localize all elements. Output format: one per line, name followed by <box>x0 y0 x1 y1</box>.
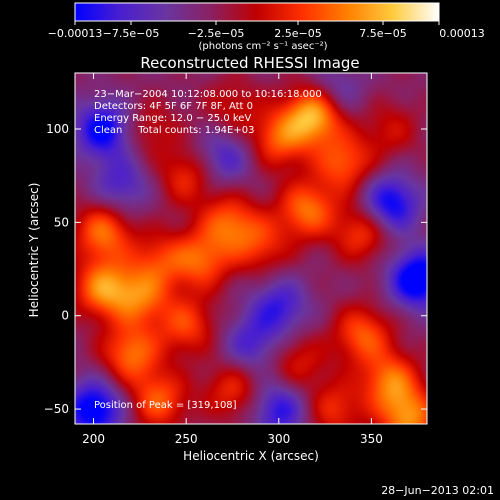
y-tick-label: −50 <box>44 402 69 416</box>
footer-date: 28−Jun−2013 02:01 <box>381 484 494 497</box>
peak-position-label: Position of Peak = [319,108] <box>94 400 237 411</box>
plot-frame <box>74 72 428 425</box>
annotation-detectors: Detectors: 4F 5F 6F 7F 8F, Att 0 <box>94 101 253 112</box>
x-axis-label: Heliocentric X (arcsec) <box>183 449 319 463</box>
heatmap-area <box>75 73 427 424</box>
chart-title: Reconstructed RHESSI Image <box>140 54 359 72</box>
colorbar-tick-label: −2.5e−05 <box>188 27 245 40</box>
annotation-energy: Energy Range: 12.0 − 25.0 keV <box>94 113 251 124</box>
axis-ticks: 200 250 300 350 −50 0 50 100 <box>44 73 427 446</box>
colorbar-ticks <box>74 21 440 25</box>
x-tick-label: 250 <box>175 432 198 446</box>
y-axis-label: Heliocentric Y (arcsec) <box>27 183 41 318</box>
colorbar-gradient <box>75 3 439 21</box>
colorbar-tick-label: −7.5e−05 <box>103 27 160 40</box>
colorbar: −0.00013 −7.5e−05 −2.5e−05 2.5e−05 7.5e−… <box>48 2 485 52</box>
heatmap-canvas-holder <box>75 73 427 424</box>
x-tick-label: 300 <box>267 432 290 446</box>
colorbar-tick-label: 7.5e−05 <box>359 27 406 40</box>
heatmap-image <box>75 73 427 424</box>
colorbar-tick-label: 2.5e−05 <box>274 27 321 40</box>
annotation-time: 23−Mar−2004 10:12:08.000 to 10:16:18.000 <box>94 89 322 100</box>
y-tick-label: 100 <box>46 122 69 136</box>
colorbar-units: (photons cm⁻² s⁻¹ asec⁻²) <box>198 41 327 52</box>
x-tick-label: 350 <box>360 432 383 446</box>
colorbar-tick-label: −0.00013 <box>48 27 103 40</box>
y-tick-label: 0 <box>61 309 69 323</box>
x-tick-label: 200 <box>82 432 105 446</box>
colorbar-tick-label: 0.00013 <box>439 27 485 40</box>
y-tick-label: 50 <box>54 215 69 229</box>
colorbar-frame <box>74 2 440 22</box>
annotation-counts: Clean Total counts: 1.94E+03 <box>94 125 254 136</box>
